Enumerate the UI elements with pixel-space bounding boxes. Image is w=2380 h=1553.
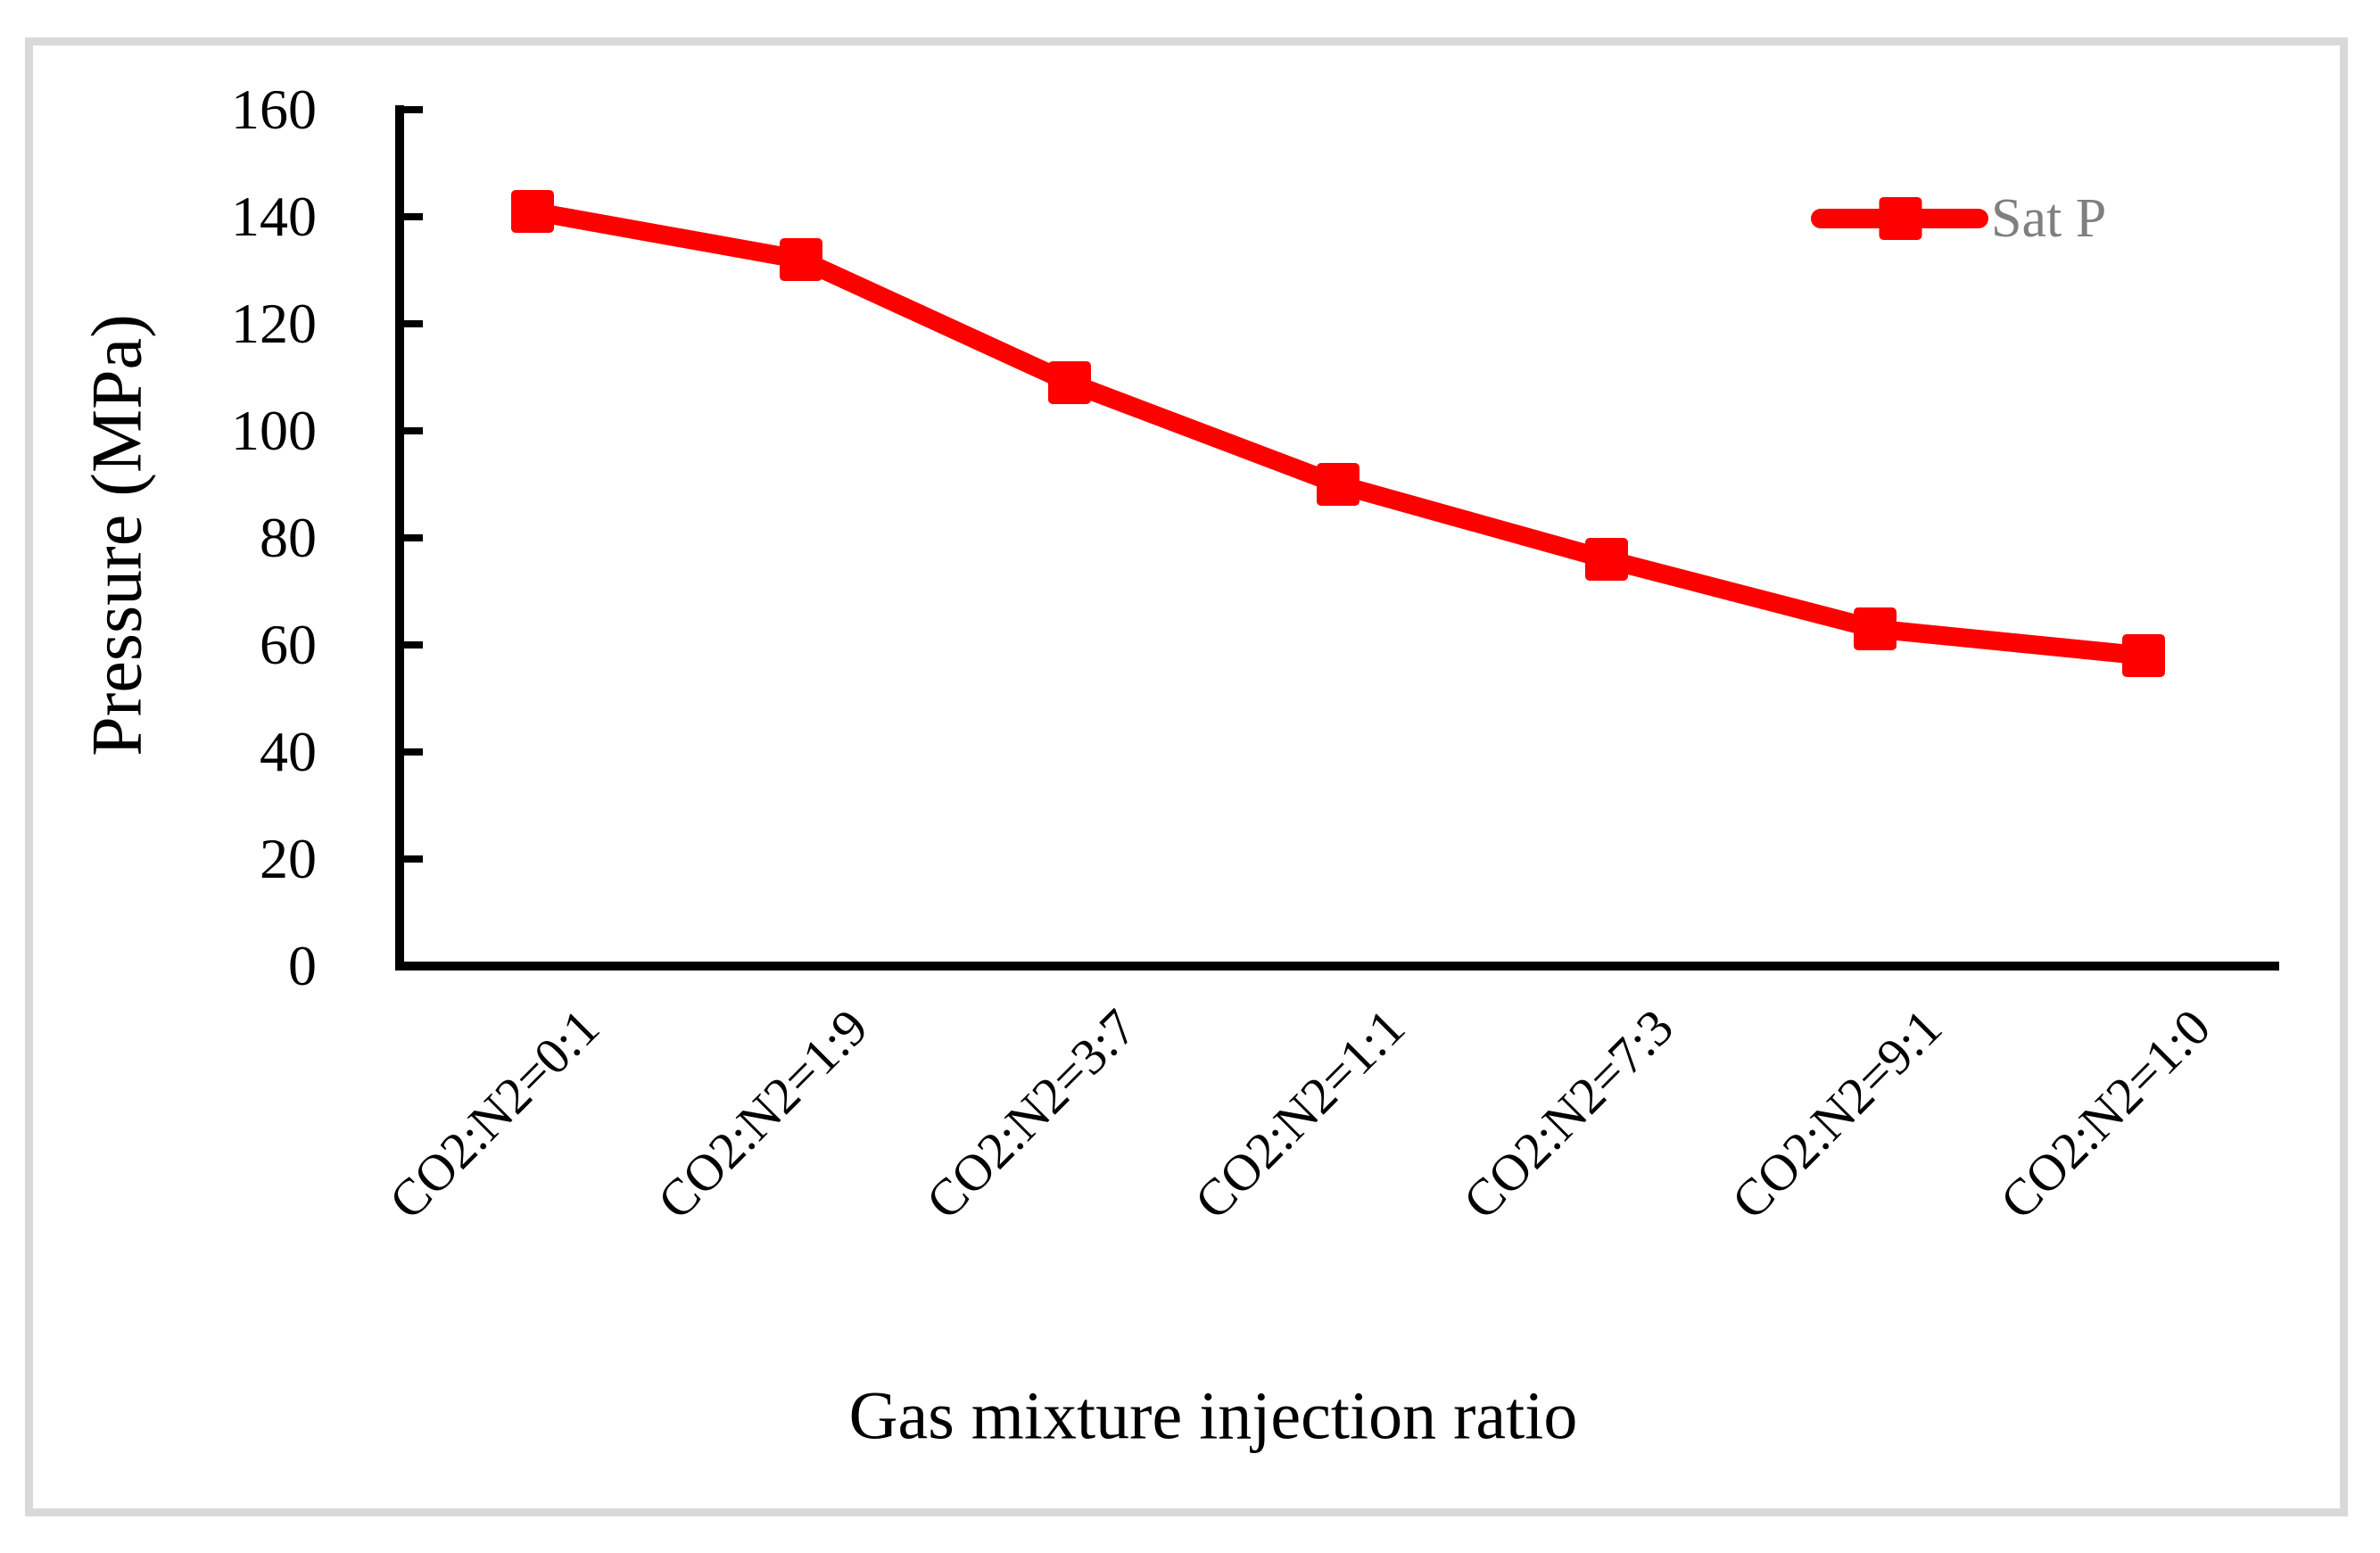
y-tick-label: 140	[231, 185, 317, 248]
data-point-marker	[511, 190, 554, 233]
data-point-marker	[2122, 634, 2165, 677]
data-point-marker	[1317, 463, 1359, 506]
data-point-marker	[1854, 607, 1897, 650]
data-point-marker	[780, 238, 822, 281]
y-tick-label: 80	[260, 506, 317, 569]
y-tick-label: 20	[260, 827, 317, 890]
chart-frame	[25, 37, 2348, 1516]
y-tick-label: 60	[260, 613, 317, 676]
data-point-marker	[1048, 361, 1091, 404]
series-line	[523, 202, 2153, 665]
legend-label: Sat P	[1991, 188, 2107, 249]
y-tick-label: 120	[231, 292, 317, 355]
x-axis-title: Gas mixture injection ratio	[848, 1378, 1578, 1454]
legend-marker-icon	[1879, 197, 1922, 240]
y-tick-label: 0	[288, 934, 317, 997]
y-tick-label: 40	[260, 720, 317, 783]
y-tick-label: 100	[231, 399, 317, 462]
data-point-marker	[1585, 538, 1628, 581]
y-tick-label: 160	[231, 78, 317, 141]
